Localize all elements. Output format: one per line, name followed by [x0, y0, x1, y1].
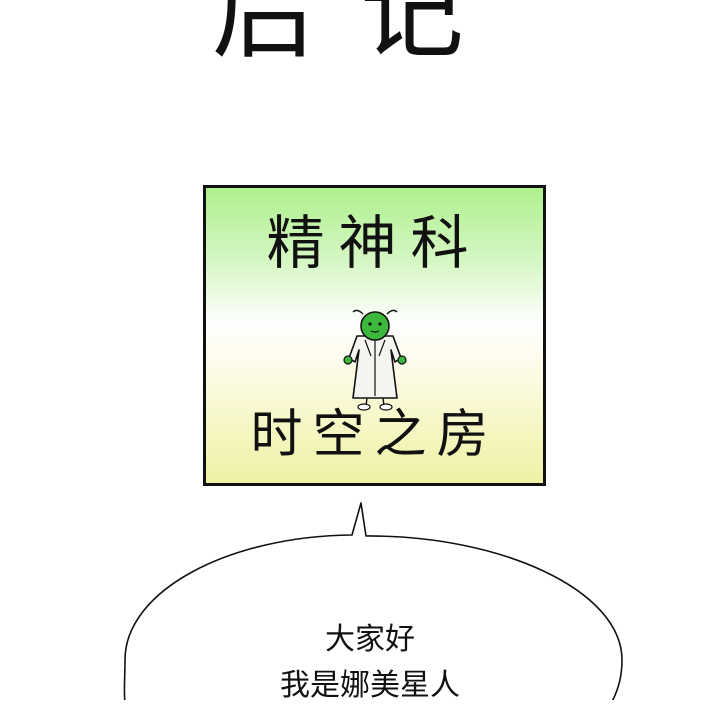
clinic-sign: 精神科 时空之房 [203, 185, 546, 486]
sign-top-text: 精神科 [266, 209, 483, 277]
speech-line: 我是娜美星人 [280, 668, 460, 703]
green-alien-doctor-icon [343, 309, 407, 411]
page-title: 后记 [211, 0, 508, 73]
speech-line: 大家好 [325, 622, 415, 657]
speech-text: 大家好 我是娜美星人 [220, 617, 520, 709]
sign-bottom-text: 时空之房 [250, 405, 499, 465]
